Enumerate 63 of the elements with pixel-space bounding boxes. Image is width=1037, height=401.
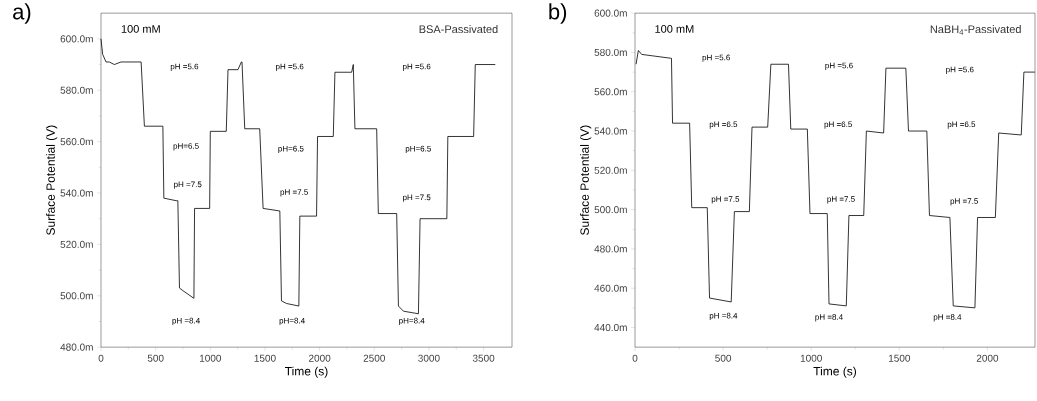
annotation: pH=8.4 — [399, 317, 425, 325]
y-tick-label: 480.0m — [60, 343, 93, 351]
x-tick-label: 0 — [98, 354, 104, 362]
annotation: pH =7.5 — [711, 196, 740, 204]
annotation: pH =5.6 — [403, 63, 431, 71]
annotation: pH =5.6 — [276, 63, 304, 71]
y-tick-label: 520.0m — [594, 166, 627, 174]
x-tick-label: 500 — [147, 354, 164, 362]
annotation: pH =7.5 — [280, 189, 308, 197]
annotation: pH =8.4 — [933, 314, 962, 322]
text: NaBH$_{4}$-Passivated — [930, 24, 1021, 35]
text: 100 mM — [121, 24, 160, 33]
annotation: pH =8.4 — [815, 314, 843, 322]
annotation: pH=8.4 — [279, 317, 305, 325]
annotation: pH=6.5 — [278, 145, 304, 153]
annotation: pH =6.5 — [947, 121, 976, 129]
text: 100 mM — [655, 24, 694, 33]
text: BSA-Passivated — [419, 24, 498, 34]
y-tick-label: 560.0m — [594, 88, 627, 96]
x-tick-label: 2000 — [309, 354, 331, 362]
y-axis-title: Surface Potential (V) — [46, 125, 58, 235]
y-tick-label: 580.0m — [60, 86, 93, 94]
annotation: pH =7.5 — [403, 194, 431, 202]
annotation: pH =8.4 — [172, 317, 200, 325]
annotation: pH=6.5 — [405, 145, 431, 153]
y-tick-label: 520.0m — [60, 240, 93, 248]
x-tick-label: 2500 — [363, 354, 385, 362]
x-tick-label: 2000 — [976, 354, 999, 362]
annotation: pH =6.5 — [709, 121, 738, 129]
annotation: pH =5.6 — [702, 54, 730, 62]
annotation: pH =7.5 — [827, 196, 855, 204]
annotation: pH=6.5 — [173, 143, 199, 151]
annotation: pH =7.5 — [174, 181, 202, 189]
annotation: pH =5.6 — [170, 63, 199, 71]
annotation: pH =5.6 — [946, 66, 974, 74]
annotation: pH =5.6 — [825, 62, 853, 70]
annotation: pH =8.4 — [709, 312, 738, 320]
x-tick-label: 1000 — [800, 354, 822, 362]
y-axis-title: Surface Potential (V) — [580, 125, 592, 235]
x-tick-label: 1500 — [888, 354, 911, 362]
x-tick-label: 1000 — [199, 354, 222, 362]
y-tick-label: 500.0m — [594, 206, 627, 214]
y-tick-label: 540.0m — [594, 127, 627, 135]
y-tick-label: 540.0m — [60, 189, 93, 197]
y-tick-label: 560.0m — [60, 138, 93, 146]
x-axis-title: Time (s) — [813, 366, 857, 378]
y-tick-label: 460.0m — [594, 284, 627, 292]
annotation: pH =7.5 — [950, 198, 978, 206]
annotation: pH =6.5 — [824, 121, 852, 129]
y-tick-label: 440.0m — [594, 323, 627, 331]
x-tick-label: 3000 — [418, 354, 440, 362]
text: b) — [549, 3, 567, 24]
x-tick-label: 0 — [632, 354, 638, 362]
y-tick-label: 480.0m — [594, 245, 627, 253]
x-axis-title: Time (s) — [284, 366, 328, 378]
y-tick-label: 600.0m — [594, 9, 627, 17]
x-tick-label: 3500 — [472, 354, 495, 362]
x-tick-label: 1500 — [254, 354, 276, 362]
y-tick-label: 500.0m — [60, 292, 93, 300]
x-tick-label: 500 — [715, 354, 732, 362]
y-tick-label: 600.0m — [60, 35, 93, 43]
text: a) — [13, 3, 31, 24]
y-tick-label: 580.0m — [594, 48, 627, 56]
